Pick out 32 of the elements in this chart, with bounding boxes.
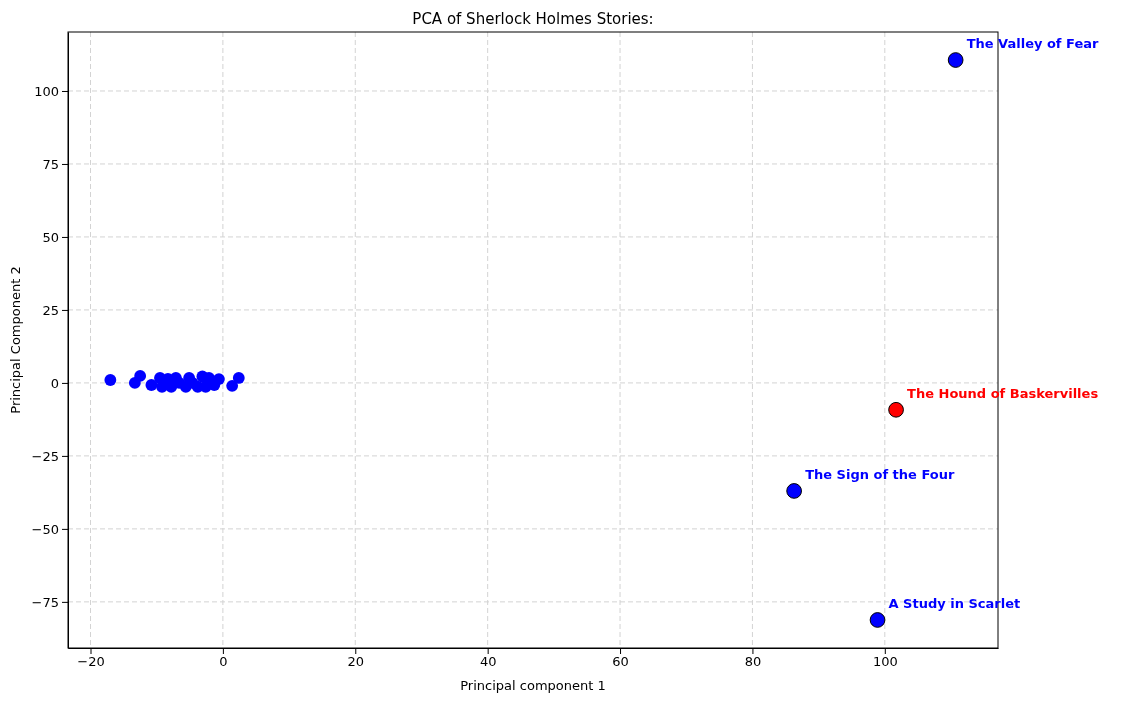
series-label: The Valley of Fear bbox=[966, 36, 1100, 52]
series-label: The Sign of the Four bbox=[805, 466, 955, 482]
point bbox=[226, 379, 239, 392]
x-tick-label: 40 bbox=[479, 654, 497, 670]
series-label: A Study in Scarlet bbox=[888, 595, 1021, 611]
x-tick-label: 20 bbox=[347, 654, 365, 670]
point bbox=[888, 401, 904, 418]
x-tick-label: 0 bbox=[219, 654, 228, 670]
y-axis-title: Principal Component 2 bbox=[8, 266, 23, 414]
point bbox=[232, 372, 245, 384]
y-tick-label: 0 bbox=[50, 375, 59, 391]
y-tick-label: −25 bbox=[31, 448, 59, 464]
x-axis-title: Principal component 1 bbox=[460, 678, 606, 693]
y-tick-label: 50 bbox=[42, 229, 59, 245]
point bbox=[134, 370, 147, 382]
point bbox=[869, 612, 886, 628]
x-tick-label: 60 bbox=[612, 654, 629, 670]
point bbox=[145, 379, 158, 391]
series-label: The Hound of Baskervilles bbox=[907, 385, 1099, 401]
x-tick-label: −20 bbox=[77, 654, 105, 670]
point bbox=[947, 52, 964, 68]
y-tick-label: 25 bbox=[42, 302, 59, 318]
chart-title: PCA of Sherlock Holmes Stories: bbox=[412, 10, 654, 28]
y-tick-label: 100 bbox=[34, 83, 59, 99]
x-tick-label: 100 bbox=[872, 654, 898, 670]
y-tick-label: −75 bbox=[31, 594, 59, 610]
point bbox=[104, 374, 117, 386]
point bbox=[786, 483, 802, 499]
point bbox=[213, 373, 225, 386]
y-tick-label: −50 bbox=[31, 521, 59, 537]
x-tick-label: 80 bbox=[744, 654, 762, 670]
y-tick-label: 75 bbox=[42, 156, 59, 172]
